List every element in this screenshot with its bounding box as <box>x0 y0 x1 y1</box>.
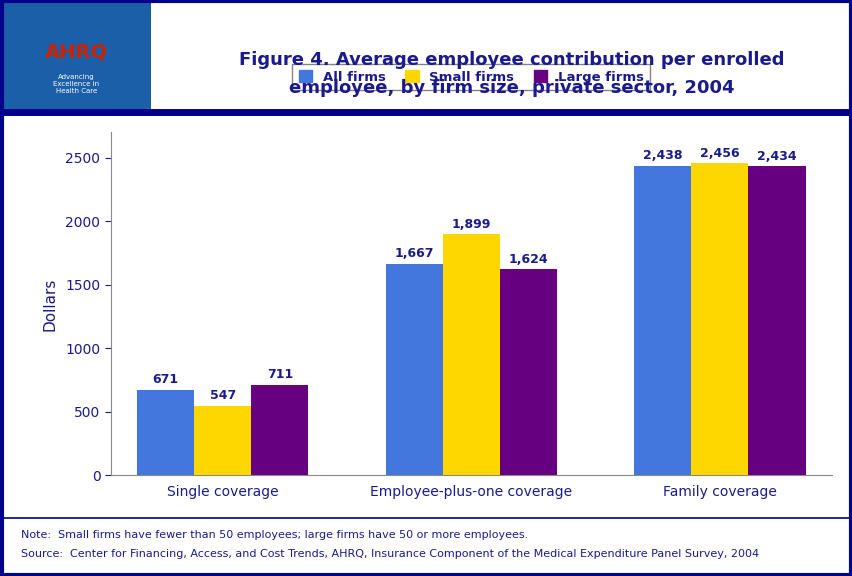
Bar <box>499 269 556 475</box>
Text: Source:  Center for Financing, Access, and Cost Trends, AHRQ, Insurance Componen: Source: Center for Financing, Access, an… <box>21 549 758 559</box>
Bar <box>442 234 499 475</box>
Bar <box>251 385 308 475</box>
Text: 2,438: 2,438 <box>642 149 682 162</box>
Y-axis label: Dollars: Dollars <box>42 277 57 331</box>
Text: Advancing
Excellence in
Health Care: Advancing Excellence in Health Care <box>53 74 100 94</box>
Text: employee, by firm size, private sector, 2004: employee, by firm size, private sector, … <box>289 78 734 97</box>
Legend: All firms, Small firms, Large firms: All firms, Small firms, Large firms <box>292 64 649 90</box>
Bar <box>747 166 804 475</box>
Text: 2,456: 2,456 <box>699 147 739 160</box>
Bar <box>385 264 442 475</box>
Text: Note:  Small firms have fewer than 50 employees; large firms have 50 or more emp: Note: Small firms have fewer than 50 emp… <box>21 529 528 540</box>
Text: 547: 547 <box>210 389 236 402</box>
Text: 1,899: 1,899 <box>451 218 491 230</box>
Text: 2,434: 2,434 <box>757 150 796 162</box>
Text: Figure 4. Average employee contribution per enrolled: Figure 4. Average employee contribution … <box>239 51 784 70</box>
Text: 671: 671 <box>153 373 178 386</box>
Text: 1,667: 1,667 <box>394 247 434 260</box>
Bar <box>194 406 251 475</box>
Bar <box>690 164 747 475</box>
Text: AHRQ: AHRQ <box>45 42 107 61</box>
Bar <box>137 390 194 475</box>
Text: 711: 711 <box>267 369 293 381</box>
Text: 1,624: 1,624 <box>508 252 548 266</box>
Bar <box>633 166 690 475</box>
